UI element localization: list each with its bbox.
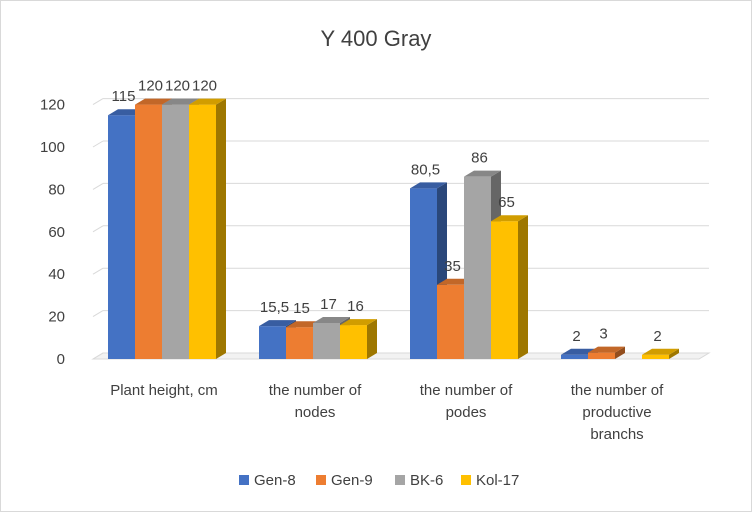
y-tick-label: 40 — [48, 266, 65, 283]
bar-top — [162, 98, 199, 105]
bar — [108, 115, 135, 359]
bar-top — [259, 320, 296, 327]
bar — [135, 104, 162, 359]
gridline-depth — [92, 182, 104, 190]
legend-swatch — [239, 475, 249, 485]
data-label: 86 — [471, 150, 488, 167]
bar-top — [313, 316, 350, 323]
bar — [313, 322, 340, 359]
legend-label: BK-6 — [410, 472, 443, 489]
legend-label: Gen-9 — [331, 472, 373, 489]
bar-top — [340, 319, 377, 326]
gridline-depth — [92, 225, 104, 233]
legend-swatch — [316, 475, 326, 485]
legend-label: Gen-8 — [254, 472, 296, 489]
gridline-depth — [92, 267, 104, 275]
bar — [561, 354, 588, 359]
gridline-depth — [92, 310, 104, 318]
bar — [340, 325, 367, 359]
category-label: the number of podes — [420, 382, 513, 421]
y-axis: 0 20 40 60 80 100 120 — [40, 97, 65, 368]
data-label: 65 — [498, 194, 515, 211]
y-tick-label: 60 — [48, 224, 65, 241]
bar — [642, 354, 669, 359]
bar — [189, 104, 216, 359]
bar — [286, 327, 313, 359]
bars — [108, 98, 679, 359]
y-tick-label: 80 — [48, 181, 65, 198]
category-label: the number of productive branchs — [571, 382, 664, 443]
bar-side — [367, 319, 377, 359]
y-tick-label: 120 — [40, 97, 65, 114]
category-label: the number of nodes — [269, 382, 362, 421]
legend: Gen-8 Gen-9 BK-6 Kol-17 — [239, 472, 519, 489]
bar-top — [491, 215, 528, 222]
bar-side — [518, 215, 528, 359]
legend-swatch — [461, 475, 471, 485]
data-labels: 115 15,5 80,5 2 120 15 35 3 120 17 86 120 16 65 2 — [112, 78, 662, 345]
category-label: Plant height, cm — [110, 382, 218, 399]
bar-top — [642, 348, 679, 355]
gridline-depth — [92, 140, 104, 148]
bar — [464, 176, 491, 359]
gridline-depth — [92, 352, 104, 360]
bar-top — [135, 98, 172, 105]
bar — [437, 284, 464, 359]
legend-label: Kol-17 — [476, 472, 519, 489]
bar — [588, 352, 615, 359]
gridline-depth — [92, 98, 104, 106]
y-tick-label: 100 — [40, 139, 65, 156]
bar-side — [615, 346, 625, 359]
bar-top — [189, 98, 226, 105]
bar — [162, 104, 189, 359]
x-axis: Plant height, cm the number of nodes the nu… — [110, 382, 664, 443]
bar-top — [588, 346, 625, 353]
data-label: 80,5 — [411, 161, 440, 178]
data-label: 17 — [320, 296, 337, 313]
bar-top — [410, 182, 447, 189]
data-label: 15 — [293, 300, 310, 317]
bar — [410, 188, 437, 359]
data-label: 120 — [192, 78, 217, 95]
bar-top — [464, 170, 501, 177]
legend-swatch — [395, 475, 405, 485]
bar-side — [669, 348, 679, 359]
bar-side — [216, 98, 226, 359]
data-label: 15,5 — [260, 299, 289, 316]
data-label: 2 — [653, 328, 661, 345]
data-label: 120 — [138, 78, 163, 95]
chart-title: Y 400 Gray — [321, 26, 432, 51]
y-tick-label: 20 — [48, 309, 65, 326]
y-tick-label: 0 — [57, 351, 65, 368]
data-label: 2 — [572, 328, 580, 345]
data-label: 120 — [165, 78, 190, 95]
data-label: 35 — [444, 258, 461, 275]
data-label: 115 — [112, 88, 136, 105]
bar — [259, 326, 286, 359]
data-label: 16 — [347, 298, 364, 315]
data-label: 3 — [599, 326, 607, 343]
bar — [491, 221, 518, 359]
